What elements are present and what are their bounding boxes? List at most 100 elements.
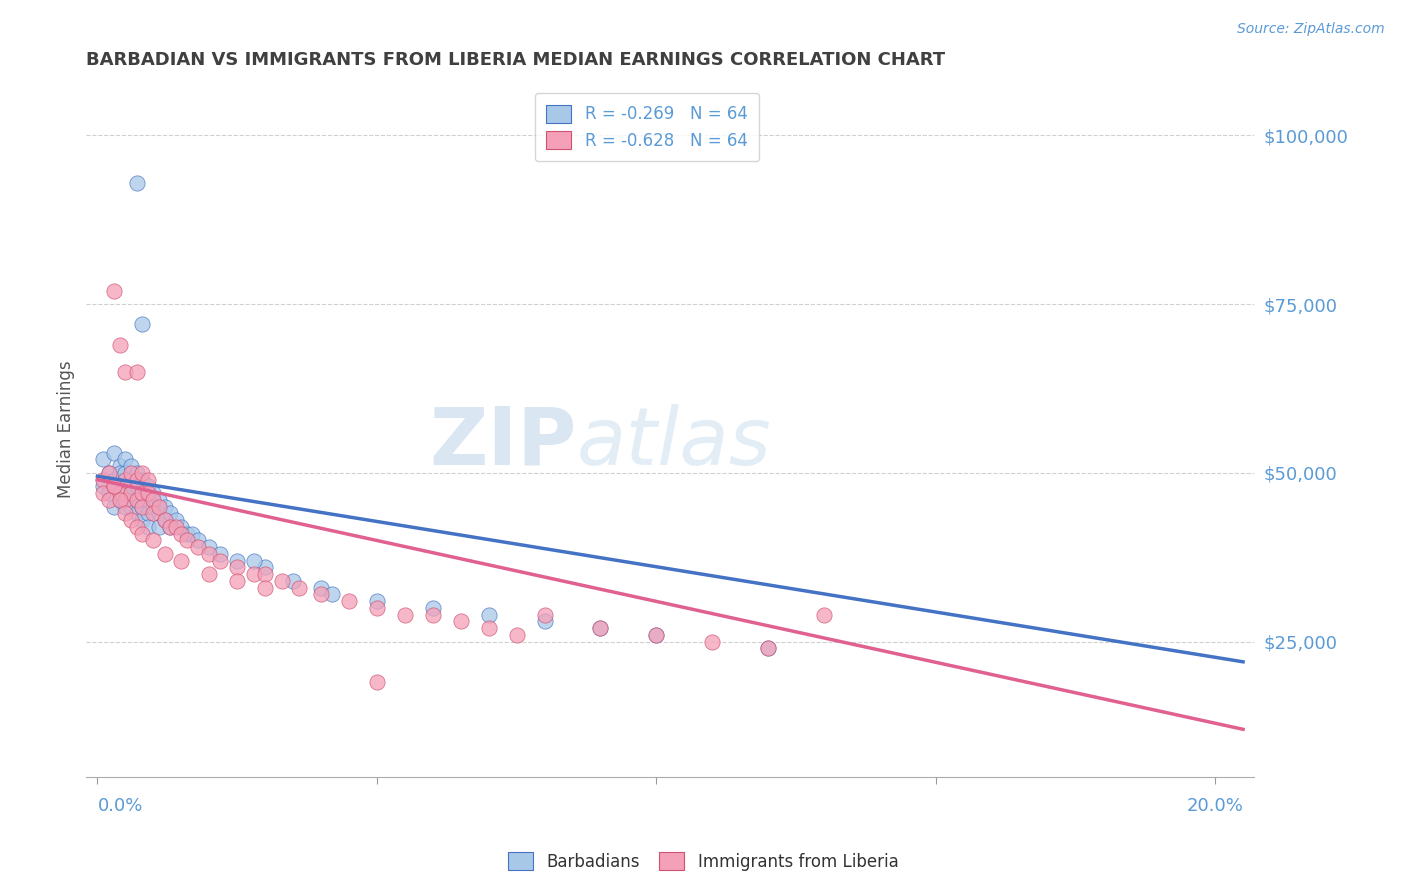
Point — [226, 574, 249, 588]
Point — [125, 176, 148, 190]
Point — [321, 587, 343, 601]
Point — [103, 500, 125, 514]
Point — [125, 506, 148, 520]
Point — [198, 540, 221, 554]
Point — [645, 628, 668, 642]
Point — [120, 486, 142, 500]
Point — [478, 621, 501, 635]
Point — [645, 628, 668, 642]
Point — [226, 560, 249, 574]
Point — [142, 500, 165, 514]
Point — [136, 506, 159, 520]
Point — [142, 486, 165, 500]
Point — [108, 492, 131, 507]
Point — [108, 492, 131, 507]
Point — [114, 492, 136, 507]
Point — [153, 500, 176, 514]
Point — [125, 365, 148, 379]
Point — [422, 600, 444, 615]
Point — [181, 526, 204, 541]
Point — [136, 492, 159, 507]
Point — [120, 466, 142, 480]
Point — [108, 479, 131, 493]
Point — [114, 500, 136, 514]
Point — [756, 641, 779, 656]
Point — [120, 479, 142, 493]
Point — [131, 500, 153, 514]
Point — [114, 452, 136, 467]
Point — [478, 607, 501, 622]
Point — [120, 500, 142, 514]
Point — [142, 533, 165, 548]
Point — [309, 581, 332, 595]
Point — [159, 520, 181, 534]
Point — [108, 466, 131, 480]
Point — [153, 547, 176, 561]
Point — [187, 540, 209, 554]
Point — [243, 567, 266, 582]
Point — [131, 486, 153, 500]
Point — [756, 641, 779, 656]
Point — [125, 466, 148, 480]
Point — [533, 615, 555, 629]
Point — [170, 520, 193, 534]
Legend: R = -0.269   N = 64, R = -0.628   N = 64: R = -0.269 N = 64, R = -0.628 N = 64 — [534, 93, 759, 161]
Point — [702, 634, 724, 648]
Point — [170, 553, 193, 567]
Point — [450, 615, 472, 629]
Point — [187, 533, 209, 548]
Point — [394, 607, 416, 622]
Point — [366, 675, 388, 690]
Point — [198, 567, 221, 582]
Point — [153, 513, 176, 527]
Point — [309, 587, 332, 601]
Point — [148, 506, 170, 520]
Point — [108, 337, 131, 351]
Point — [254, 560, 277, 574]
Point — [589, 621, 612, 635]
Point — [120, 459, 142, 474]
Text: 20.0%: 20.0% — [1187, 797, 1243, 814]
Point — [114, 506, 136, 520]
Point — [366, 594, 388, 608]
Point — [97, 492, 120, 507]
Point — [91, 452, 114, 467]
Point — [114, 473, 136, 487]
Point — [287, 581, 309, 595]
Point — [165, 520, 187, 534]
Point — [131, 486, 153, 500]
Point — [125, 520, 148, 534]
Point — [226, 553, 249, 567]
Point — [337, 594, 360, 608]
Point — [91, 473, 114, 487]
Point — [97, 466, 120, 480]
Point — [198, 547, 221, 561]
Point — [103, 479, 125, 493]
Point — [108, 486, 131, 500]
Point — [131, 473, 153, 487]
Point — [120, 513, 142, 527]
Point — [589, 621, 612, 635]
Point — [120, 486, 142, 500]
Point — [136, 520, 159, 534]
Text: 0.0%: 0.0% — [97, 797, 143, 814]
Point — [97, 486, 120, 500]
Text: BARBADIAN VS IMMIGRANTS FROM LIBERIA MEDIAN EARNINGS CORRELATION CHART: BARBADIAN VS IMMIGRANTS FROM LIBERIA MED… — [86, 51, 945, 69]
Point — [209, 547, 232, 561]
Point — [422, 607, 444, 622]
Point — [125, 473, 148, 487]
Point — [165, 513, 187, 527]
Point — [131, 318, 153, 332]
Point — [120, 473, 142, 487]
Point — [366, 600, 388, 615]
Point — [103, 284, 125, 298]
Point — [243, 553, 266, 567]
Point — [125, 492, 148, 507]
Point — [159, 520, 181, 534]
Point — [159, 506, 181, 520]
Point — [131, 466, 153, 480]
Point — [176, 526, 198, 541]
Point — [170, 526, 193, 541]
Point — [142, 492, 165, 507]
Point — [254, 567, 277, 582]
